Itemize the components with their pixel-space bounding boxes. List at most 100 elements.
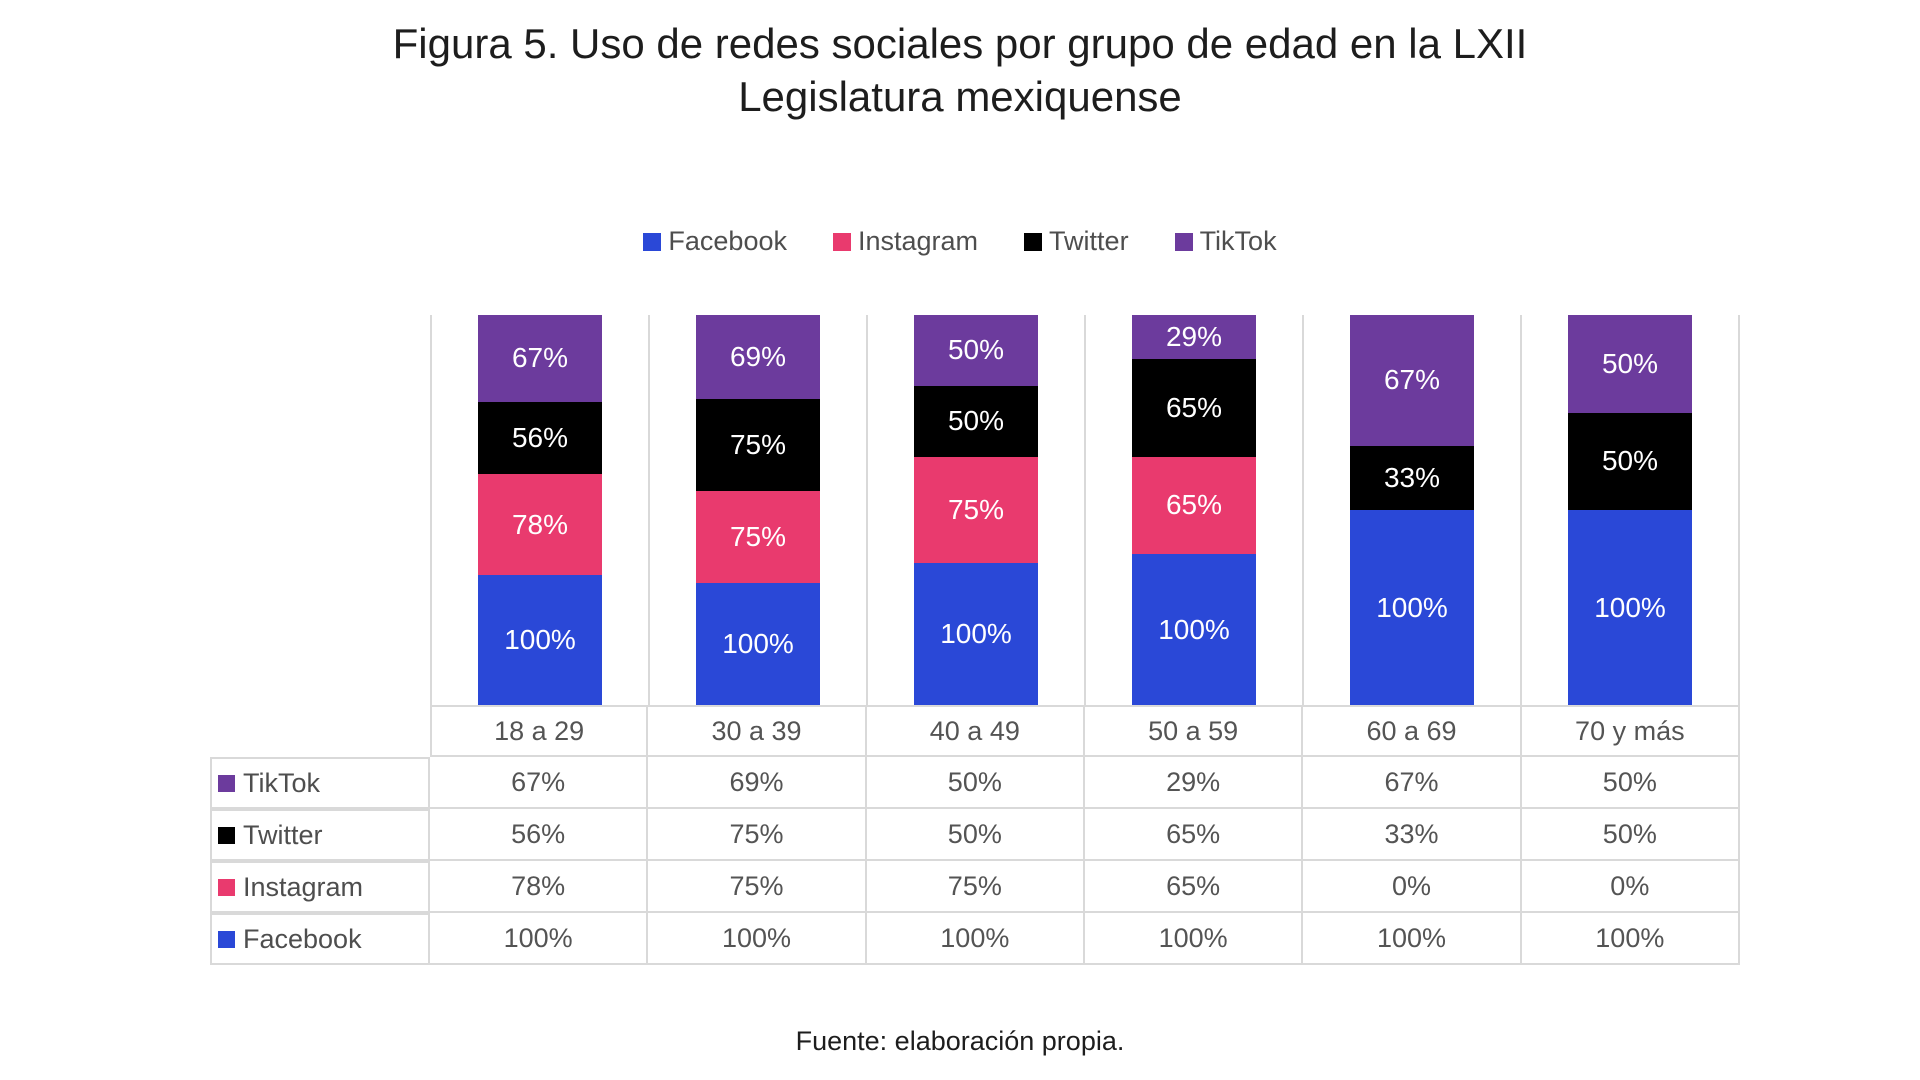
bar-segment-value: 100% bbox=[940, 618, 1012, 650]
table-row-label: Facebook bbox=[243, 923, 362, 954]
table-row-header-twitter: Twitter bbox=[210, 809, 430, 861]
chart-column-50-a-59: 29% 65% 65% 100% bbox=[1086, 315, 1304, 705]
instagram-swatch-icon bbox=[218, 878, 235, 896]
bar-segment-value: 50% bbox=[947, 405, 1005, 437]
chart-title-text: Figura 5. Uso de redes sociales por grup… bbox=[392, 20, 1528, 120]
chart-column-60-a-69: 67% 33% 100% bbox=[1304, 315, 1522, 705]
bar-segment-twitter: 33% bbox=[1350, 445, 1474, 510]
bar-segment-value: 75% bbox=[947, 493, 1005, 525]
bar-segment-instagram: 65% bbox=[1132, 456, 1256, 555]
table-value-cell: 67% bbox=[1303, 757, 1522, 809]
bar-segment-tiktok: 67% bbox=[1350, 315, 1474, 446]
bar-segment-value: 100% bbox=[1158, 613, 1230, 645]
bar-segment-facebook: 100% bbox=[1132, 554, 1256, 705]
bar-segment-facebook: 100% bbox=[478, 575, 602, 705]
bar-segment-value: 65% bbox=[1165, 489, 1223, 521]
tiktok-swatch-icon bbox=[1174, 232, 1193, 251]
stacked-bar-18-a-29: 67% 56% 78% 100% bbox=[478, 315, 602, 705]
table-row-header-facebook: Facebook bbox=[210, 913, 430, 965]
table-category-header: 30 a 39 bbox=[648, 705, 867, 757]
table-category-header: 70 y más bbox=[1521, 705, 1740, 757]
chart-legend: Facebook Instagram Twitter TikTok bbox=[0, 226, 1920, 257]
bar-segment-value: 100% bbox=[1594, 591, 1666, 623]
table-row-header-instagram: Instagram bbox=[210, 861, 430, 913]
table-value-cell: 69% bbox=[648, 757, 867, 809]
bar-segment-facebook: 100% bbox=[1350, 510, 1474, 705]
table-value-cell: 56% bbox=[430, 809, 649, 861]
twitter-swatch-icon bbox=[218, 826, 235, 844]
bar-segment-facebook: 100% bbox=[696, 582, 820, 705]
chart-title: Figura 5. Uso de redes sociales por grup… bbox=[0, 18, 1920, 123]
table-value-cell: 75% bbox=[648, 861, 867, 913]
bar-segment-value: 75% bbox=[729, 520, 787, 552]
table-value-cell: 100% bbox=[1521, 913, 1740, 965]
table-value-cell: 100% bbox=[1084, 913, 1304, 965]
bar-segment-twitter: 50% bbox=[1568, 412, 1692, 510]
chart-column-70-y-más: 50% 50% 100% bbox=[1522, 315, 1740, 705]
legend-item-instagram: Instagram bbox=[832, 226, 979, 257]
bar-segment-value: 78% bbox=[511, 508, 569, 540]
bar-segment-value: 67% bbox=[511, 342, 569, 374]
bar-segment-twitter: 65% bbox=[1132, 358, 1256, 457]
bar-segment-instagram: 75% bbox=[914, 456, 1038, 564]
table-value-cell: 0% bbox=[1521, 861, 1740, 913]
twitter-swatch-icon bbox=[1024, 232, 1043, 251]
table-value-cell: 50% bbox=[866, 757, 1085, 809]
bar-segment-value: 69% bbox=[729, 341, 787, 373]
bar-segment-value: 75% bbox=[729, 429, 787, 461]
bar-segment-value: 56% bbox=[511, 422, 569, 454]
bar-segment-value: 50% bbox=[1601, 347, 1659, 379]
table-value-cell: 0% bbox=[1303, 861, 1522, 913]
chart-plot-area: 67% 56% 78% 100% 69% 75% 75% 100% 50% 50% 75% 100% 2… bbox=[430, 315, 1740, 705]
bar-segment-value: 50% bbox=[947, 334, 1005, 366]
stacked-bar-30-a-39: 69% 75% 75% 100% bbox=[696, 315, 820, 705]
data-table: 18 a 29 30 a 39 40 a 49 50 a 59 60 a 69 70 y … bbox=[210, 705, 1740, 965]
facebook-swatch-icon bbox=[643, 232, 662, 251]
table-row-header-tiktok: TikTok bbox=[210, 757, 430, 809]
table-value-cell: 65% bbox=[1084, 861, 1304, 913]
bar-segment-value: 67% bbox=[1383, 364, 1441, 396]
bar-segment-value: 33% bbox=[1383, 461, 1441, 493]
bar-segment-value: 100% bbox=[722, 627, 794, 659]
legend-item-tiktok: TikTok bbox=[1174, 226, 1277, 257]
bar-segment-value: 29% bbox=[1165, 320, 1223, 352]
instagram-swatch-icon bbox=[832, 232, 851, 251]
bar-segment-instagram: 78% bbox=[478, 474, 602, 576]
chart-column-40-a-49: 50% 50% 75% 100% bbox=[868, 315, 1086, 705]
bar-segment-facebook: 100% bbox=[914, 563, 1038, 705]
legend-label: Facebook bbox=[668, 226, 787, 256]
bar-segment-facebook: 100% bbox=[1568, 510, 1692, 705]
bar-segment-tiktok: 50% bbox=[914, 315, 1038, 386]
table-value-cell: 100% bbox=[866, 913, 1085, 965]
bar-segment-value: 100% bbox=[504, 624, 576, 656]
table-value-cell: 50% bbox=[1521, 809, 1740, 861]
table-corner-spacer bbox=[210, 705, 430, 757]
table-value-cell: 100% bbox=[1303, 913, 1522, 965]
bar-segment-instagram: 75% bbox=[696, 491, 820, 583]
table-value-cell: 78% bbox=[430, 861, 649, 913]
table-value-cell: 100% bbox=[648, 913, 867, 965]
bar-segment-twitter: 75% bbox=[696, 399, 820, 492]
legend-label: TikTok bbox=[1199, 226, 1277, 256]
table-row-label: Twitter bbox=[243, 819, 323, 850]
stacked-bar-70-y-más: 50% 50% 100% bbox=[1568, 315, 1692, 705]
bar-segment-twitter: 50% bbox=[914, 385, 1038, 457]
table-row-label: TikTok bbox=[243, 767, 321, 798]
table-value-cell: 75% bbox=[648, 809, 867, 861]
legend-label: Instagram bbox=[857, 226, 979, 256]
tiktok-swatch-icon bbox=[218, 774, 235, 792]
table-value-cell: 50% bbox=[1521, 757, 1740, 809]
bar-segment-value: 100% bbox=[1376, 591, 1448, 623]
bar-segment-tiktok: 50% bbox=[1568, 315, 1692, 413]
legend-item-twitter: Twitter bbox=[1024, 226, 1129, 257]
chart-column-18-a-29: 67% 56% 78% 100% bbox=[430, 315, 650, 705]
table-value-cell: 33% bbox=[1303, 809, 1522, 861]
bar-segment-twitter: 56% bbox=[478, 401, 602, 475]
bar-segment-tiktok: 67% bbox=[478, 315, 602, 402]
chart-column-30-a-39: 69% 75% 75% 100% bbox=[650, 315, 868, 705]
legend-label: Twitter bbox=[1049, 226, 1129, 256]
facebook-swatch-icon bbox=[218, 930, 235, 948]
table-value-cell: 65% bbox=[1084, 809, 1304, 861]
table-value-cell: 50% bbox=[866, 809, 1085, 861]
